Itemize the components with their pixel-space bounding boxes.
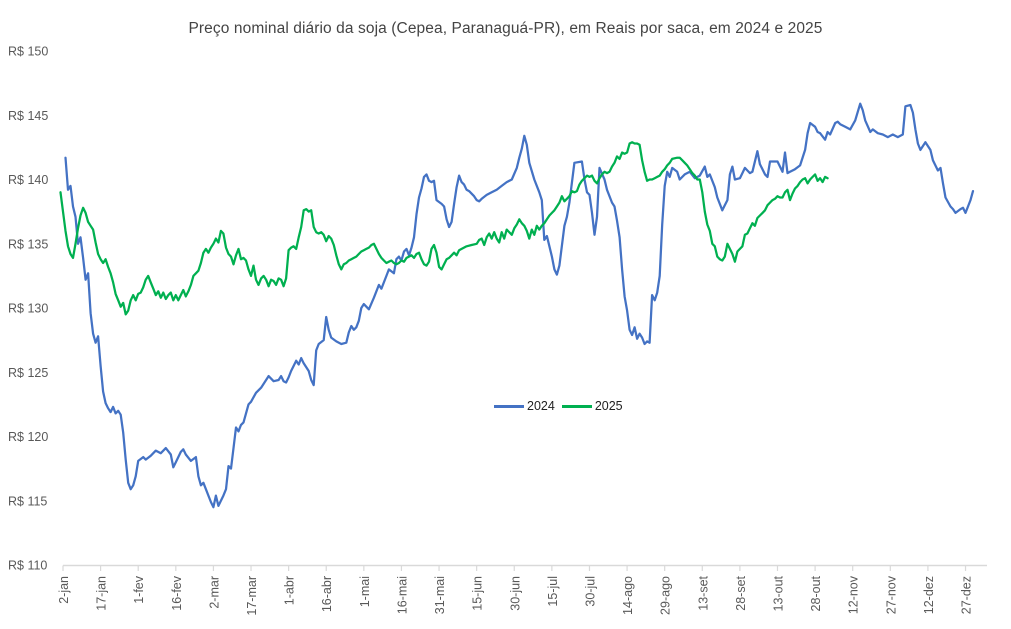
x-axis-label-31-mai: 31-mai — [433, 576, 447, 614]
x-axis-label-14-ago: 14-ago — [621, 576, 635, 615]
x-axis-label-16-abr: 16-abr — [320, 576, 334, 612]
chart-title: Preço nominal diário da soja (Cepea, Par… — [188, 20, 823, 37]
legend-swatch-2024 — [494, 404, 524, 408]
x-axis-label-15-jul: 15-jul — [546, 576, 560, 607]
y-axis-label-125: R$ 125 — [8, 366, 48, 380]
x-axis-label-30-jun: 30-jun — [508, 576, 522, 611]
x-axis-label-1-fev: 1-fev — [132, 575, 146, 604]
x-axis-label-17-jan: 17-jan — [95, 576, 109, 611]
y-axis-label-130: R$ 130 — [8, 302, 48, 316]
legend-label-2025: 2025 — [594, 399, 623, 413]
x-axis-label-12-nov: 12-nov — [847, 575, 861, 614]
x-axis-label-2-jan: 2-jan — [57, 576, 71, 604]
legend-item-2024: 2024 — [494, 399, 555, 413]
y-axis-label-120: R$ 120 — [8, 430, 48, 444]
x-axis-label-27-nov: 27-nov — [884, 575, 898, 614]
y-axis-label-115: R$ 115 — [8, 494, 47, 508]
series-line-2025 — [59, 141, 829, 316]
y-axis-label-145: R$ 145 — [8, 109, 48, 123]
x-axis-label-12-dez: 12-dez — [922, 576, 936, 614]
x-axis-label-17-mar: 17-mar — [245, 576, 259, 616]
legend-item-2025: 2025 — [561, 399, 623, 413]
y-axis-label-140: R$ 140 — [8, 173, 48, 187]
x-axis-label-2-mar: 2-mar — [207, 576, 221, 609]
x-axis-label-28-set: 28-set — [734, 575, 748, 610]
x-axis-label-15-jun: 15-jun — [471, 576, 485, 611]
x-axis-label-1-abr: 1-abr — [283, 576, 297, 605]
y-axis-label-150: R$ 150 — [8, 45, 48, 59]
x-axis-label-30-jul: 30-jul — [583, 576, 597, 607]
legend-swatch-2025 — [561, 404, 592, 408]
x-axis-label-1-mai: 1-mai — [358, 576, 372, 607]
x-axis-label-13-out: 13-out — [771, 575, 785, 611]
legend-label-2024: 2024 — [527, 399, 555, 413]
x-axis-label-16-mai: 16-mai — [395, 576, 409, 614]
chart-legend: 2024 2025 — [494, 399, 623, 413]
x-axis-label-28-out: 28-out — [809, 575, 823, 611]
y-axis-label-135: R$ 135 — [8, 237, 48, 251]
y-axis-label-110: R$ 110 — [8, 559, 47, 573]
series-line-2024 — [64, 102, 975, 509]
x-axis-label-16-fev: 16-fev — [170, 575, 184, 610]
x-axis-label-29-ago: 29-ago — [659, 576, 673, 615]
x-axis-label-27-dez: 27-dez — [960, 576, 974, 614]
x-axis-label-13-set: 13-set — [696, 575, 710, 610]
